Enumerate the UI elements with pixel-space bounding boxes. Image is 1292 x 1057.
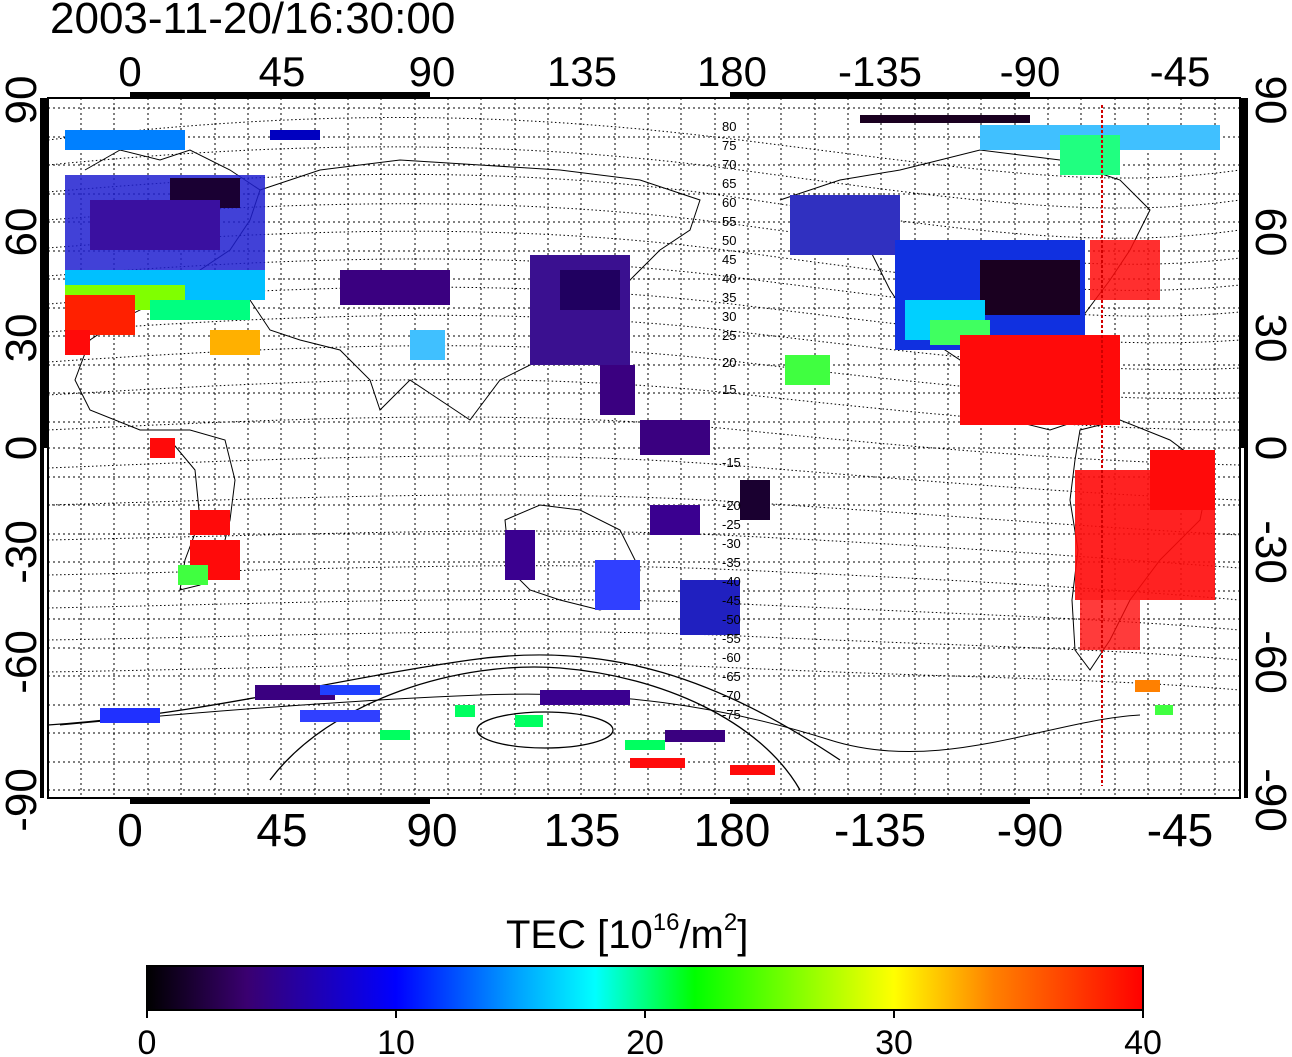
tec-data-layer	[65, 115, 1220, 775]
x-tick-bottom: -45	[1147, 804, 1213, 856]
contour-label: 55	[722, 214, 736, 229]
x-tick-top: 180	[697, 48, 767, 95]
plot-title: 2003-11-20/16:30:00	[50, 0, 456, 43]
x-tick-labels-top: 0 45 90 135 180 -135 -90 -45	[118, 48, 1210, 95]
contour-label: 75	[722, 138, 736, 153]
y-tick-right: -30	[1246, 520, 1292, 584]
x-tick-labels-bottom: 0 45 90 135 180 -135 -90 -45	[117, 804, 1213, 856]
x-tick-top: 45	[259, 48, 306, 95]
colorbar	[146, 965, 1144, 1011]
x-tick-bottom: -135	[834, 804, 926, 856]
contour-label: -45	[722, 593, 741, 608]
colorbar-tick-marks: 0 10 20 30 40	[138, 1010, 1162, 1057]
x-tick-top: 90	[409, 48, 456, 95]
contour-label: 30	[722, 309, 736, 324]
contour-label: -55	[722, 631, 741, 646]
colorbar-tick-label: 40	[1124, 1024, 1162, 1057]
coast-europe-africa	[74, 149, 261, 591]
contour-label: -35	[722, 555, 741, 570]
x-tick-top: -90	[1000, 48, 1061, 95]
colorbar-label: TEC [1016/m2]	[506, 909, 748, 957]
contour-label: -65	[722, 669, 741, 684]
colorbar-label-mid: /m	[679, 913, 723, 957]
colorbar-tick-label: 0	[138, 1024, 157, 1057]
magnetic-contours	[48, 117, 1240, 691]
x-tick-bottom: 90	[406, 804, 457, 856]
y-tick-right: -90	[1246, 768, 1292, 832]
graticule	[48, 98, 1240, 798]
contour-label: -25	[722, 517, 741, 532]
contour-label: -70	[722, 688, 741, 703]
y-tick-right: 0	[1246, 436, 1292, 460]
colorbar-label-end: ]	[737, 913, 748, 957]
y-tick-labels-left: 90 60 30 0 -30 -60 -90	[0, 76, 46, 832]
y-tick-left: -30	[0, 520, 46, 584]
x-tick-bottom: 135	[544, 804, 621, 856]
contour-label: 45	[722, 252, 736, 267]
contour-label: 15	[722, 382, 736, 397]
contour-label: -60	[722, 650, 741, 665]
y-tick-left: 0	[0, 436, 46, 460]
contour-label: 35	[722, 290, 736, 305]
y-tick-right: -60	[1246, 630, 1292, 694]
x-tick-top: -45	[1150, 48, 1211, 95]
contour-label: 60	[722, 195, 736, 210]
x-tick-bottom: -90	[997, 804, 1063, 856]
colorbar-tick-label: 30	[875, 1024, 913, 1057]
contour-label: -15	[722, 455, 741, 470]
y-tick-labels-right: 90 60 30 0 -30 -60 -90	[1246, 76, 1292, 832]
x-tick-top: -135	[838, 48, 922, 95]
colorbar-label-sup2: 2	[724, 909, 737, 936]
contour-label: 25	[722, 328, 736, 343]
x-tick-top: 0	[118, 48, 141, 95]
contour-label: 65	[722, 176, 736, 191]
contour-label: 40	[722, 271, 736, 286]
contour-label: 50	[722, 233, 736, 248]
y-tick-right: 60	[1246, 208, 1292, 257]
contour-label: -50	[722, 612, 741, 627]
contour-label: -40	[722, 574, 741, 589]
y-tick-left: 30	[0, 314, 46, 363]
contour-labels: 80 75 70 65 60 55 50 45 40 35 30 25 20 15 -15 -20 -25 -30…	[722, 119, 741, 722]
y-tick-left: 60	[0, 208, 46, 257]
y-tick-right: 30	[1246, 314, 1292, 363]
y-tick-left: 90	[0, 76, 46, 125]
contour-label: -75	[722, 707, 741, 722]
y-tick-left: -60	[0, 630, 46, 694]
frame-bars	[40, 92, 1248, 804]
contour-label: 70	[722, 157, 736, 172]
contour-label: -20	[722, 498, 741, 513]
colorbar-label-main: TEC [10	[506, 913, 653, 957]
colorbar-tick-label: 20	[626, 1024, 664, 1057]
x-tick-top: 135	[547, 48, 617, 95]
colorbar-label-sup1: 16	[653, 909, 680, 936]
contour-label: -30	[722, 536, 741, 551]
x-tick-bottom: 0	[117, 804, 143, 856]
y-tick-left: -90	[0, 768, 46, 832]
x-tick-bottom: 45	[256, 804, 307, 856]
contour-label: 80	[722, 119, 736, 134]
coast-antarctica	[59, 693, 1141, 752]
contour-label: 20	[722, 355, 736, 370]
colorbar-tick-label: 10	[377, 1024, 415, 1057]
y-tick-right: 90	[1246, 76, 1292, 125]
x-tick-bottom: 180	[694, 804, 771, 856]
